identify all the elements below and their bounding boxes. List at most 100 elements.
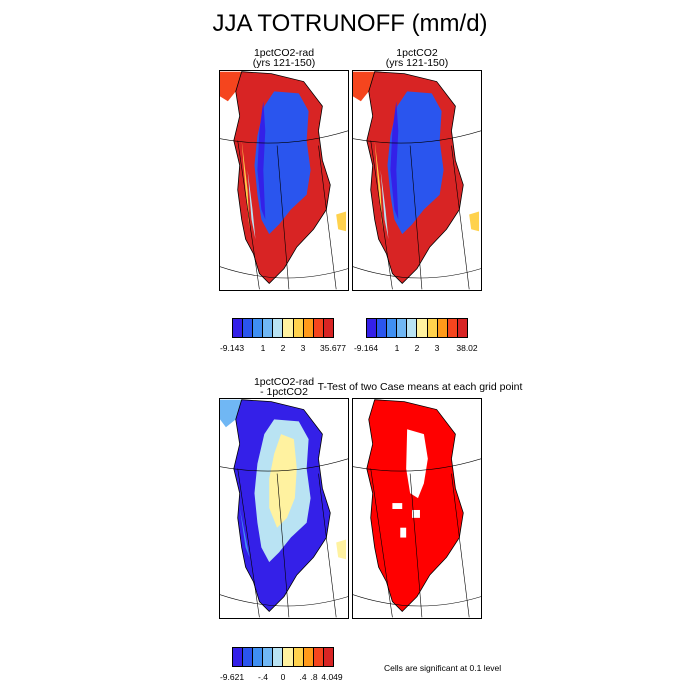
longitude-line <box>237 140 260 290</box>
colorbar-swatch <box>407 319 418 337</box>
colorbar-swatch <box>303 648 314 666</box>
colorbar-swatch <box>377 319 388 337</box>
colorbar-1-tick-label: 3 <box>300 343 306 353</box>
panel-3-title-line1: 1pctCO2-rad <box>253 376 315 388</box>
colorbar-1-tick-label: 2 <box>280 343 286 353</box>
island-cells <box>336 539 347 560</box>
colorbar-swatch <box>263 648 274 666</box>
panel-1-title-line1: 1pctCO2-rad <box>253 47 315 59</box>
colorbar-swatch <box>427 319 438 337</box>
figure-title: JJA TOTRUNOFF (mm/d) <box>212 10 488 37</box>
longitude-line <box>276 473 290 618</box>
colorbar-swatch <box>447 319 458 337</box>
colorbar-1-min-label: -9.143 <box>219 343 245 353</box>
latitude-line <box>220 130 348 144</box>
margin-light-blue-cells <box>380 170 389 240</box>
panel-3-title-line2: - 1pctCO2 <box>260 386 308 398</box>
colorbar-3 <box>232 647 334 667</box>
colorbar-3-tick-label: 0 <box>280 672 286 682</box>
latitude-line <box>353 594 481 607</box>
margin-light-blue-cells <box>247 170 256 240</box>
colorbar-2-min-label: -9.164 <box>353 343 379 353</box>
colorbar-3-max-label: 4.049 <box>321 672 343 682</box>
panel-2-title-line1: 1pctCO2 <box>396 47 438 59</box>
colorbar-swatch <box>397 319 408 337</box>
colorbar-3-tick-label: .4 <box>299 672 307 682</box>
non-significant-cell <box>412 509 420 518</box>
panel-2-title: 1pctCO2 (yrs 121-150) <box>352 47 482 69</box>
colorbar-swatch <box>417 319 428 337</box>
interior-runoff-field <box>387 91 444 235</box>
longitude-line <box>370 140 393 290</box>
colorbar-2 <box>366 318 468 338</box>
land-edge-cells <box>220 399 242 428</box>
map-1 <box>220 71 348 290</box>
non-significant-cell <box>400 527 407 538</box>
colorbar-swatch <box>387 319 398 337</box>
colorbar-swatch <box>233 319 244 337</box>
panel-3-title: 1pctCO2-rad - 1pctCO2 <box>219 376 349 398</box>
map-3 <box>220 399 348 618</box>
colorbar-swatch <box>283 648 294 666</box>
colorbar-swatch <box>437 319 448 337</box>
colorbar-3-tick-label: .8 <box>310 672 318 682</box>
colorbar-swatch <box>273 648 284 666</box>
longitude-line <box>237 468 260 618</box>
longitude-line <box>370 468 393 618</box>
interior-low-values <box>257 101 266 220</box>
island-cells <box>336 211 347 232</box>
colorbar-3-min-label: -9.621 <box>219 672 245 682</box>
longitude-line <box>276 145 290 290</box>
non-significant-interior <box>406 429 428 499</box>
map-panel-1pctco2-rad <box>219 70 349 291</box>
colorbar-1-tick-label: 1 <box>260 343 266 353</box>
colorbar-2-tick-label: 1 <box>394 343 400 353</box>
colorbar-swatch <box>283 319 294 337</box>
latitude-line <box>353 130 481 144</box>
colorbar-swatch <box>313 319 324 337</box>
colorbar-swatch <box>263 319 274 337</box>
interior-low-values <box>390 101 399 220</box>
panel-1-title: 1pctCO2-rad (yrs 121-150) <box>219 47 349 69</box>
colorbar-swatch <box>323 648 333 666</box>
land-edge-cells <box>220 71 242 102</box>
margin-blue-cells <box>239 508 250 558</box>
latitude-line <box>220 594 348 607</box>
land-edge-cells <box>353 71 375 102</box>
colorbar-2-tick-label: 3 <box>434 343 440 353</box>
colorbar-swatch <box>293 319 304 337</box>
colorbar-swatch <box>303 319 314 337</box>
significant-cells <box>366 399 464 612</box>
panel-1-title-line2: (yrs 121-150) <box>252 57 316 69</box>
colorbar-swatch <box>243 648 254 666</box>
colorbar-swatch <box>233 648 244 666</box>
colorbar-swatch <box>313 648 324 666</box>
colorbar-1-max-label: 35.677 <box>320 343 346 353</box>
latitude-line <box>353 458 481 472</box>
colorbar-1 <box>232 318 334 338</box>
map-panel-difference <box>219 398 349 619</box>
map-panel-ttest <box>352 398 482 619</box>
map-2 <box>353 71 481 290</box>
longitude-line <box>409 473 423 618</box>
colorbar-2-tick-label: 2 <box>414 343 420 353</box>
longitude-line <box>318 145 337 290</box>
colorbar-swatch <box>273 319 284 337</box>
map-panel-1pctco2 <box>352 70 482 291</box>
island-cells <box>469 211 480 232</box>
longitude-line <box>451 473 470 618</box>
colorbar-swatch <box>293 648 304 666</box>
non-significant-cell <box>392 503 403 509</box>
panel-2-title-line2: (yrs 121-150) <box>385 57 449 69</box>
colorbar-2-max-label: 38.02 <box>456 343 478 353</box>
colorbar-swatch <box>323 319 333 337</box>
colorbar-3-tick-label: -.4 <box>258 672 268 682</box>
interior-runoff-field <box>254 91 311 235</box>
colorbar-swatch <box>253 648 264 666</box>
colorbar-swatch <box>243 319 254 337</box>
colorbar-swatch <box>253 319 264 337</box>
latitude-line <box>353 266 481 279</box>
colorbar-swatch <box>367 319 378 337</box>
latitude-line <box>220 266 348 279</box>
longitude-line <box>451 145 470 290</box>
